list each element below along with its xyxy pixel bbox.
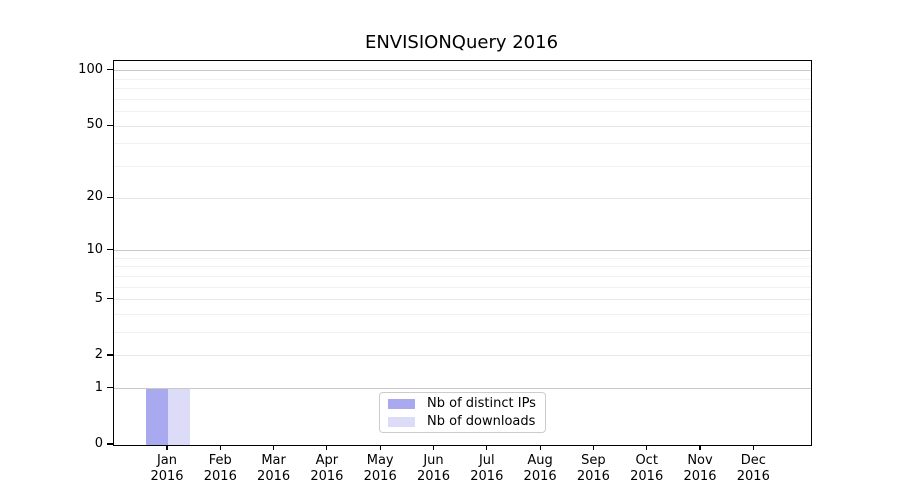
gridline <box>114 299 811 301</box>
plot-area: Nb of distinct IPs Nb of downloads <box>113 60 812 446</box>
minor-gridline <box>114 166 811 168</box>
x-tick-mark <box>486 445 488 451</box>
y-tick-mark <box>107 124 113 126</box>
x-tick-label: Apr 2016 <box>310 453 344 484</box>
x-tick-mark <box>646 445 648 451</box>
x-tick-mark <box>219 445 221 451</box>
y-tick-mark <box>107 69 113 71</box>
x-tick-label: Jul 2016 <box>470 453 504 484</box>
y-tick-label: 0 <box>94 436 103 451</box>
y-tick-mark <box>107 298 113 300</box>
x-tick-mark <box>273 445 275 451</box>
bar-nb-of-downloads <box>168 388 190 445</box>
gridline <box>114 125 811 127</box>
x-tick-label: Jan 2016 <box>150 453 184 484</box>
y-tick-mark <box>107 354 113 356</box>
major-gridline <box>114 250 811 252</box>
x-tick-mark <box>592 445 594 451</box>
legend: Nb of distinct IPs Nb of downloads <box>379 392 546 433</box>
x-tick-label: Oct 2016 <box>630 453 664 484</box>
x-tick-label: Nov 2016 <box>683 453 717 484</box>
gridline <box>114 355 811 357</box>
x-tick-mark <box>166 445 168 451</box>
minor-gridline <box>114 286 811 288</box>
legend-item-distinct-ips: Nb of distinct IPs <box>380 395 545 413</box>
x-tick-label: Jun 2016 <box>416 453 451 484</box>
major-gridline <box>114 70 811 72</box>
x-tick-label: Aug 2016 <box>523 453 557 484</box>
x-tick-label: Dec 2016 <box>736 453 770 484</box>
distinct-ips-swatch-icon <box>388 398 415 409</box>
legend-item-downloads: Nb of downloads <box>380 413 545 431</box>
y-tick-label: 1 <box>94 379 103 395</box>
y-tick-label: 5 <box>94 290 103 306</box>
y-tick-label: 2 <box>94 346 103 362</box>
gridline <box>114 197 811 199</box>
y-tick-mark <box>107 443 113 445</box>
y-tick-mark <box>107 248 113 251</box>
x-tick-mark <box>326 445 328 451</box>
y-tick-mark <box>107 387 113 389</box>
chart-title: ENVISIONQuery 2016 <box>364 32 559 53</box>
x-tick-label: Sep 2016 <box>576 453 610 484</box>
minor-gridline <box>114 266 811 268</box>
x-tick-mark <box>432 445 435 451</box>
y-tick-label: 10 <box>86 241 103 257</box>
y-tick-label: 20 <box>86 189 103 205</box>
y-tick-label: 100 <box>78 61 103 77</box>
minor-gridline <box>114 143 811 145</box>
x-tick-label: May 2016 <box>363 453 397 484</box>
minor-gridline <box>114 314 811 316</box>
minor-gridline <box>114 88 811 90</box>
minor-gridline <box>114 332 811 334</box>
x-tick-mark <box>699 445 701 451</box>
x-tick-mark <box>752 445 754 451</box>
minor-gridline <box>114 257 811 259</box>
minor-gridline <box>114 78 811 80</box>
major-gridline <box>114 388 811 390</box>
minor-gridline <box>114 275 811 277</box>
x-tick-mark <box>379 445 381 451</box>
x-tick-label: Feb 2016 <box>203 453 237 484</box>
bar-nb-of-distinct-ips <box>146 388 168 445</box>
minor-gridline <box>114 111 811 113</box>
x-tick-label: Mar 2016 <box>257 453 291 484</box>
y-tick-label: 50 <box>86 117 103 133</box>
legend-label: Nb of downloads <box>427 413 536 429</box>
downloads-swatch-icon <box>388 416 415 427</box>
legend-label: Nb of distinct IPs <box>427 395 536 411</box>
y-tick-mark <box>107 196 113 198</box>
minor-gridline <box>114 98 811 100</box>
x-tick-mark <box>539 445 541 451</box>
